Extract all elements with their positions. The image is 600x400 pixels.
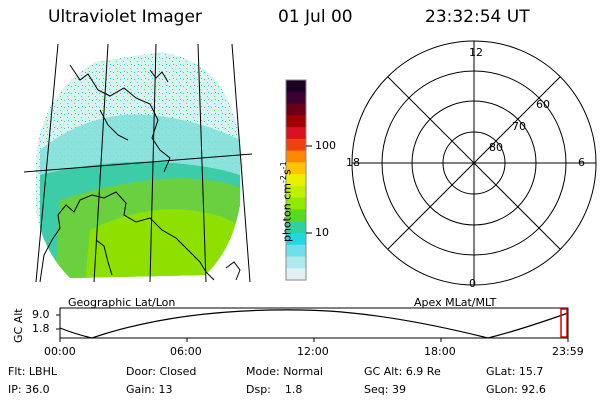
- geographic-map: [24, 44, 252, 282]
- altitude-tick-9: 9.0: [32, 308, 50, 321]
- colorbar-swatch: [286, 127, 306, 140]
- colorbar-border: [285, 79, 307, 281]
- info-glon: GLon: 92.6: [486, 383, 546, 396]
- mlat-label-80: 80: [489, 141, 503, 154]
- info-dsp: Dsp: 1.8: [246, 383, 303, 396]
- time-tick-0000: 00:00: [44, 345, 76, 358]
- polar-caption: Apex MLat/MLT: [414, 296, 497, 309]
- altitude-tick-1-8: 1.8: [32, 322, 50, 335]
- colorbar-swatch: [286, 138, 306, 152]
- mlt-label-18: 18: [346, 156, 360, 169]
- colorbar-ticks: [306, 145, 312, 234]
- info-mode: Mode: Normal: [246, 365, 323, 378]
- info-flt: Flt: LBHL: [8, 365, 57, 378]
- observation-time: 23:32:54 UT: [425, 7, 530, 27]
- mlt-label-12: 12: [469, 46, 483, 59]
- colorbar-tick-100: 100: [315, 139, 336, 152]
- info-ip: IP: 36.0: [8, 383, 50, 396]
- colorbar-swatch: [286, 268, 306, 281]
- mlt-label-6: 6: [578, 156, 585, 169]
- info-seq: Seq: 39: [364, 383, 406, 396]
- app-title: Ultraviolet Imager: [48, 7, 202, 27]
- polar-plot: [351, 40, 597, 286]
- colorbar-swatch: [286, 80, 306, 93]
- colorbar-tick-10: 10: [315, 226, 329, 239]
- time-tick-2359: 23:59: [552, 345, 584, 358]
- mlat-label-60: 60: [536, 98, 550, 111]
- colorbar-swatch: [286, 174, 306, 187]
- time-tick-1800: 18:00: [424, 345, 456, 358]
- colorbar-swatch: [286, 244, 306, 258]
- colorbar-swatch: [286, 162, 306, 175]
- current-time-marker: [560, 308, 568, 338]
- colorbar-swatch: [286, 91, 306, 105]
- geographic-caption: Geographic Lat/Lon: [68, 296, 176, 309]
- mlt-label-0: 0: [469, 277, 476, 290]
- colorbar: [285, 79, 307, 281]
- colorbar-swatch: [286, 232, 306, 246]
- colorbar-swatch: [286, 256, 306, 269]
- info-gain: Gain: 13: [126, 383, 173, 396]
- colorbar-swatch: [286, 115, 306, 128]
- colorbar-swatch: [286, 150, 306, 163]
- colorbar-swatch: [286, 185, 306, 199]
- info-glat: GLat: 15.7: [486, 365, 544, 378]
- info-gc-alt: GC Alt: 6.9 Re: [364, 365, 441, 378]
- time-tick-0600: 06:00: [170, 345, 202, 358]
- time-tick-1200: 12:00: [297, 345, 329, 358]
- mlat-label-70: 70: [512, 120, 526, 133]
- colorbar-swatch: [286, 103, 306, 116]
- info-door: Door: Closed: [126, 365, 197, 378]
- observation-date: 01 Jul 00: [278, 7, 353, 27]
- colorbar-swatch: [286, 209, 306, 222]
- colorbar-swatch: [286, 221, 306, 234]
- colorbar-swatch: [286, 197, 306, 211]
- altitude-axis-label: GC Alt: [12, 308, 25, 343]
